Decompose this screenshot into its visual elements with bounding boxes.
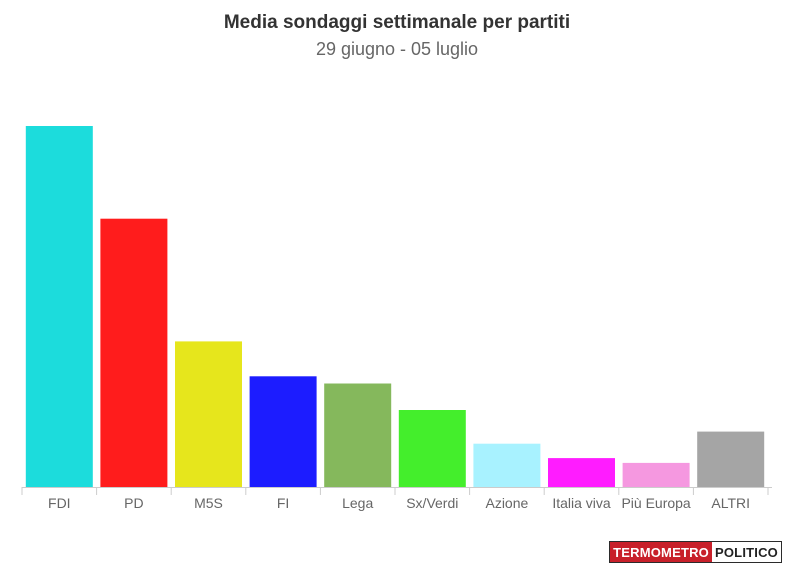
x-tick-label: Italia viva (552, 495, 611, 511)
x-tick-label: Azione (485, 495, 528, 511)
logo-part-white: POLITICO (712, 542, 781, 562)
x-tick-label: ALTRI (711, 495, 750, 511)
chart-subtitle: 29 giugno - 05 luglio (315, 39, 479, 59)
bar-m5s (175, 341, 242, 487)
chart-title: Media sondaggi settimanale per partiti (223, 12, 571, 33)
termometro-politico-logo: TERMOMETRO POLITICO (609, 541, 782, 563)
x-tick-label: Sx/Verdi (406, 495, 458, 511)
bar-pi-europa (622, 462, 690, 487)
x-tick-label: Lega (342, 495, 373, 511)
x-ticks-group (21, 487, 769, 495)
bar-fdi (25, 126, 93, 487)
bar-sx-verdi (398, 410, 466, 487)
bar-lega (324, 383, 392, 487)
bar-pd (100, 218, 168, 487)
bars-group (25, 126, 765, 487)
logo-part-red: TERMOMETRO (610, 542, 712, 562)
bar-altri (697, 431, 765, 487)
x-tick-label: Più Europa (621, 495, 690, 511)
bar-italia-viva (548, 458, 615, 487)
x-tick-label: PD (124, 495, 143, 511)
x-tick-label: M5S (194, 495, 223, 511)
x-tick-label: FDI (48, 495, 71, 511)
x-tick-labels-group: FDI PD M5S FI Lega Sx/Verdi Azione Italia viva P… (48, 495, 750, 511)
bar-fi (249, 376, 317, 487)
bar-azione (473, 443, 541, 487)
x-tick-label: FI (277, 495, 289, 511)
